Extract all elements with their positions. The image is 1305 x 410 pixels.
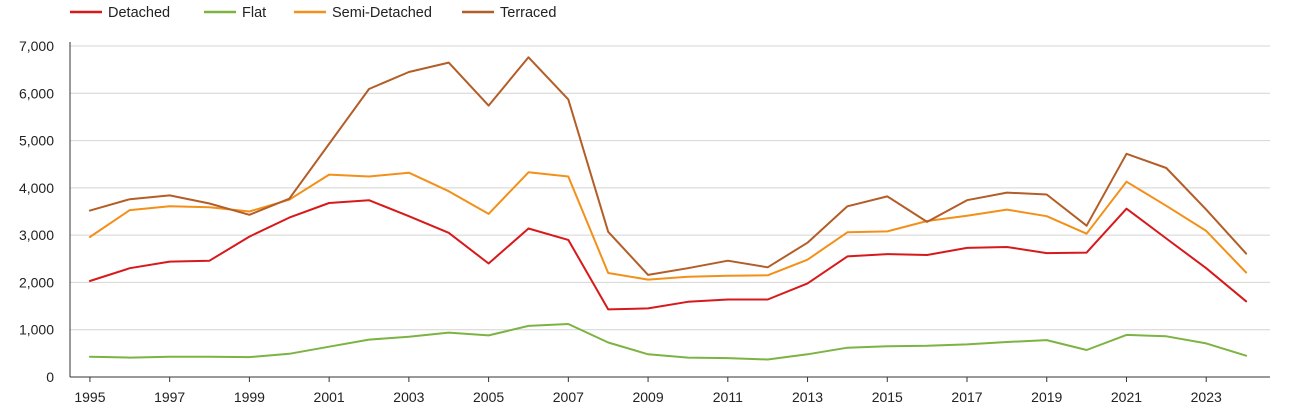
x-tick-label: 2017 [951, 389, 982, 405]
series-line-detached [88, 199, 1248, 311]
y-tick-label: 4,000 [19, 180, 54, 196]
x-tick-label: 2011 [713, 389, 743, 405]
series-line-semi-detached [88, 171, 1248, 281]
legend-label-flat: Flat [242, 5, 266, 21]
y-tick-label: 0 [46, 369, 54, 385]
series-line-flat [88, 323, 1248, 361]
y-tick-label: 1,000 [19, 322, 54, 338]
series-line-terraced [88, 56, 1248, 276]
y-axis: 0 1,000 2,000 3,000 4,000 5,000 6,000 7,000 [19, 38, 71, 385]
x-tick-label: 2023 [1191, 389, 1222, 405]
y-tick-label: 2,000 [19, 274, 54, 290]
x-tick-label: 2021 [1111, 389, 1142, 405]
legend-label-terraced: Terraced [500, 5, 556, 21]
x-tick-label: 2009 [632, 389, 663, 405]
x-tick-label: 1999 [234, 389, 265, 405]
legend-label-detached: Detached [108, 5, 170, 21]
y-tick-label: 3,000 [19, 227, 54, 243]
x-tick-label: 2015 [872, 389, 903, 405]
y-tick-label: 7,000 [19, 38, 54, 54]
gridlines [70, 45, 1270, 331]
x-tick-label: 2001 [314, 389, 345, 405]
series-lines [88, 56, 1248, 361]
x-tick-label: 2019 [1031, 389, 1062, 405]
x-tick-label: 2003 [393, 389, 424, 405]
y-tick-label: 6,000 [19, 85, 54, 101]
x-tick-label: 2007 [553, 389, 584, 405]
x-tick-label: 1997 [154, 389, 185, 405]
x-tick-label: 2005 [473, 389, 504, 405]
x-tick-label: 2013 [792, 389, 823, 405]
chart-legend: Detached Flat Semi-Detached Terraced [70, 5, 556, 21]
y-tick-label: 5,000 [19, 133, 54, 149]
x-axis: 1995 1997 1999 2001 2003 2005 2007 2009 2011 2013… [70, 376, 1270, 405]
legend-label-semi-detached: Semi-Detached [332, 5, 432, 21]
x-tick-label: 1995 [74, 389, 105, 405]
